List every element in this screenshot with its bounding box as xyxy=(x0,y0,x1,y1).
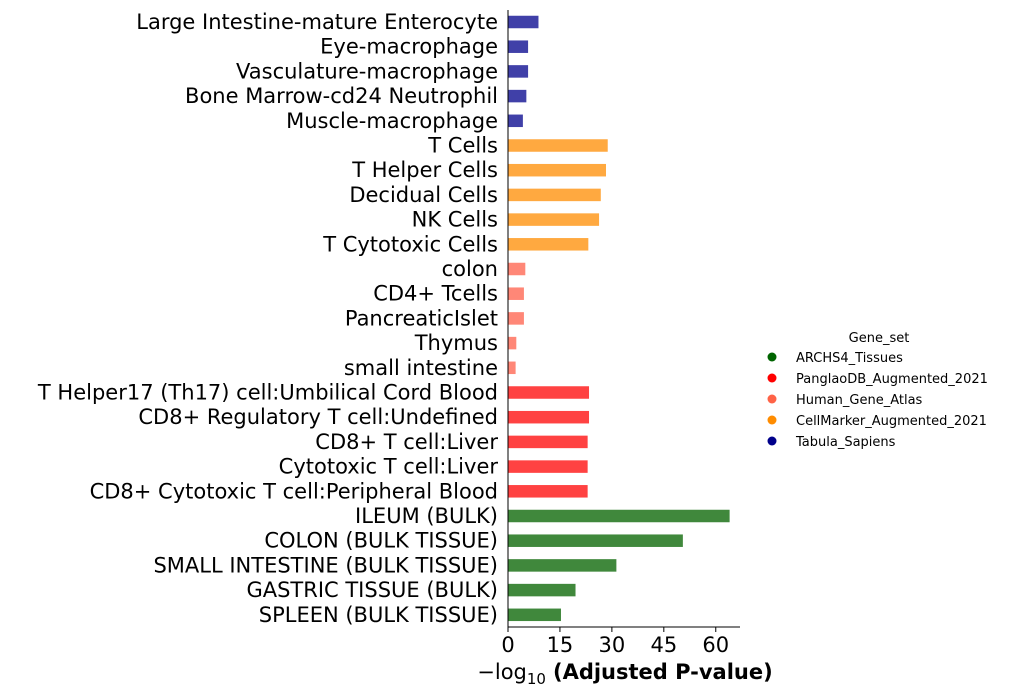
category-label: Cytotoxic T cell:Liver xyxy=(279,455,499,479)
category-label: T Helper Cells xyxy=(351,158,498,182)
bar xyxy=(508,485,588,498)
bar xyxy=(508,89,527,103)
x-axis-label-subscript: 10 xyxy=(527,670,546,688)
bar xyxy=(508,238,589,251)
bar xyxy=(508,262,526,276)
axes xyxy=(507,10,740,628)
legend: Gene_set ARCHS4_Tissues PanglaoDB_Augment… xyxy=(767,331,988,450)
bar xyxy=(508,213,600,226)
legend-marker xyxy=(767,352,777,362)
bar xyxy=(508,15,539,29)
x-tick-label: 0 xyxy=(501,633,514,657)
legend-marker xyxy=(767,436,777,446)
category-label: PancreaticIslet xyxy=(345,306,498,330)
bar xyxy=(508,114,523,128)
category-label: CD4+ Tcells xyxy=(373,282,498,306)
legend-label: Human_Gene_Atlas xyxy=(796,393,923,408)
category-label: Large Intestine-mature Enterocyte xyxy=(136,10,498,34)
category-label: SPLEEN (BULK TISSUE) xyxy=(259,603,498,627)
bar xyxy=(508,559,617,572)
category-label: Decidual Cells xyxy=(349,183,498,207)
bar xyxy=(508,40,529,53)
legend-marker xyxy=(767,394,777,404)
category-label: NK Cells xyxy=(412,208,498,232)
legend-entries: ARCHS4_Tissues PanglaoDB_Augmented_2021 Hu… xyxy=(767,351,988,450)
bar xyxy=(508,312,524,325)
category-label: SMALL INTESTINE (BULK TISSUE) xyxy=(153,553,498,577)
bar xyxy=(508,583,576,597)
bar xyxy=(508,188,601,202)
category-label: colon xyxy=(442,257,498,281)
bar xyxy=(508,509,730,523)
x-axis-label-main: (Adjusted P-value) xyxy=(553,660,773,684)
bar xyxy=(508,287,524,300)
category-label: Vasculature-macrophage xyxy=(236,59,498,83)
category-label: CD8+ Cytotoxic T cell:Peripheral Blood xyxy=(90,479,498,503)
legend-marker xyxy=(767,373,777,383)
category-label: COLON (BULK TISSUE) xyxy=(264,529,498,553)
legend-marker xyxy=(767,415,777,425)
category-label: CD8+ T cell:Liver xyxy=(315,430,498,454)
x-tick-label: 30 xyxy=(599,633,626,657)
category-label: T Helper17 (Th17) cell:Umbilical Cord Bl… xyxy=(37,381,498,405)
category-labels: Large Intestine-mature EnterocyteEye-mac… xyxy=(37,10,498,627)
bar xyxy=(508,534,683,547)
bar xyxy=(508,435,588,449)
legend-label: CellMarker_Augmented_2021 xyxy=(796,414,987,429)
legend-label: PanglaoDB_Augmented_2021 xyxy=(796,372,988,387)
category-label: CD8+ Regulatory T cell:Undefined xyxy=(138,405,498,429)
x-tick-label: 60 xyxy=(702,633,729,657)
category-label: GASTRIC TISSUE (BULK) xyxy=(246,578,498,602)
legend-title: Gene_set xyxy=(849,331,910,346)
x-ticks: 0 15 30 45 60 xyxy=(501,627,729,657)
bar xyxy=(508,386,590,399)
bar xyxy=(508,336,517,350)
category-label: Bone Marrow-cd24 Neutrophil xyxy=(185,84,498,108)
category-label: small intestine xyxy=(344,356,498,380)
x-axis-label: −log10 (Adjusted P-value) xyxy=(477,660,772,688)
x-axis-label-prefix: −log xyxy=(477,660,527,684)
category-label: ILEUM (BULK) xyxy=(355,504,498,528)
legend-label: ARCHS4_Tissues xyxy=(796,351,903,366)
bar xyxy=(508,139,608,152)
x-tick-label: 15 xyxy=(547,633,574,657)
legend-label: Tabula_Sapiens xyxy=(795,435,896,450)
category-label: T Cells xyxy=(427,134,498,158)
category-label: Muscle-macrophage xyxy=(286,109,498,133)
bar xyxy=(508,361,516,375)
category-label: Eye-macrophage xyxy=(320,35,498,59)
category-label: Thymus xyxy=(414,331,498,355)
bar xyxy=(508,410,590,424)
bar xyxy=(508,65,529,78)
x-tick-label: 45 xyxy=(650,633,677,657)
bars-layer xyxy=(508,15,730,622)
bar xyxy=(508,163,606,177)
category-label: T Cytotoxic Cells xyxy=(322,232,498,256)
bar xyxy=(508,460,588,473)
bar xyxy=(508,608,561,622)
